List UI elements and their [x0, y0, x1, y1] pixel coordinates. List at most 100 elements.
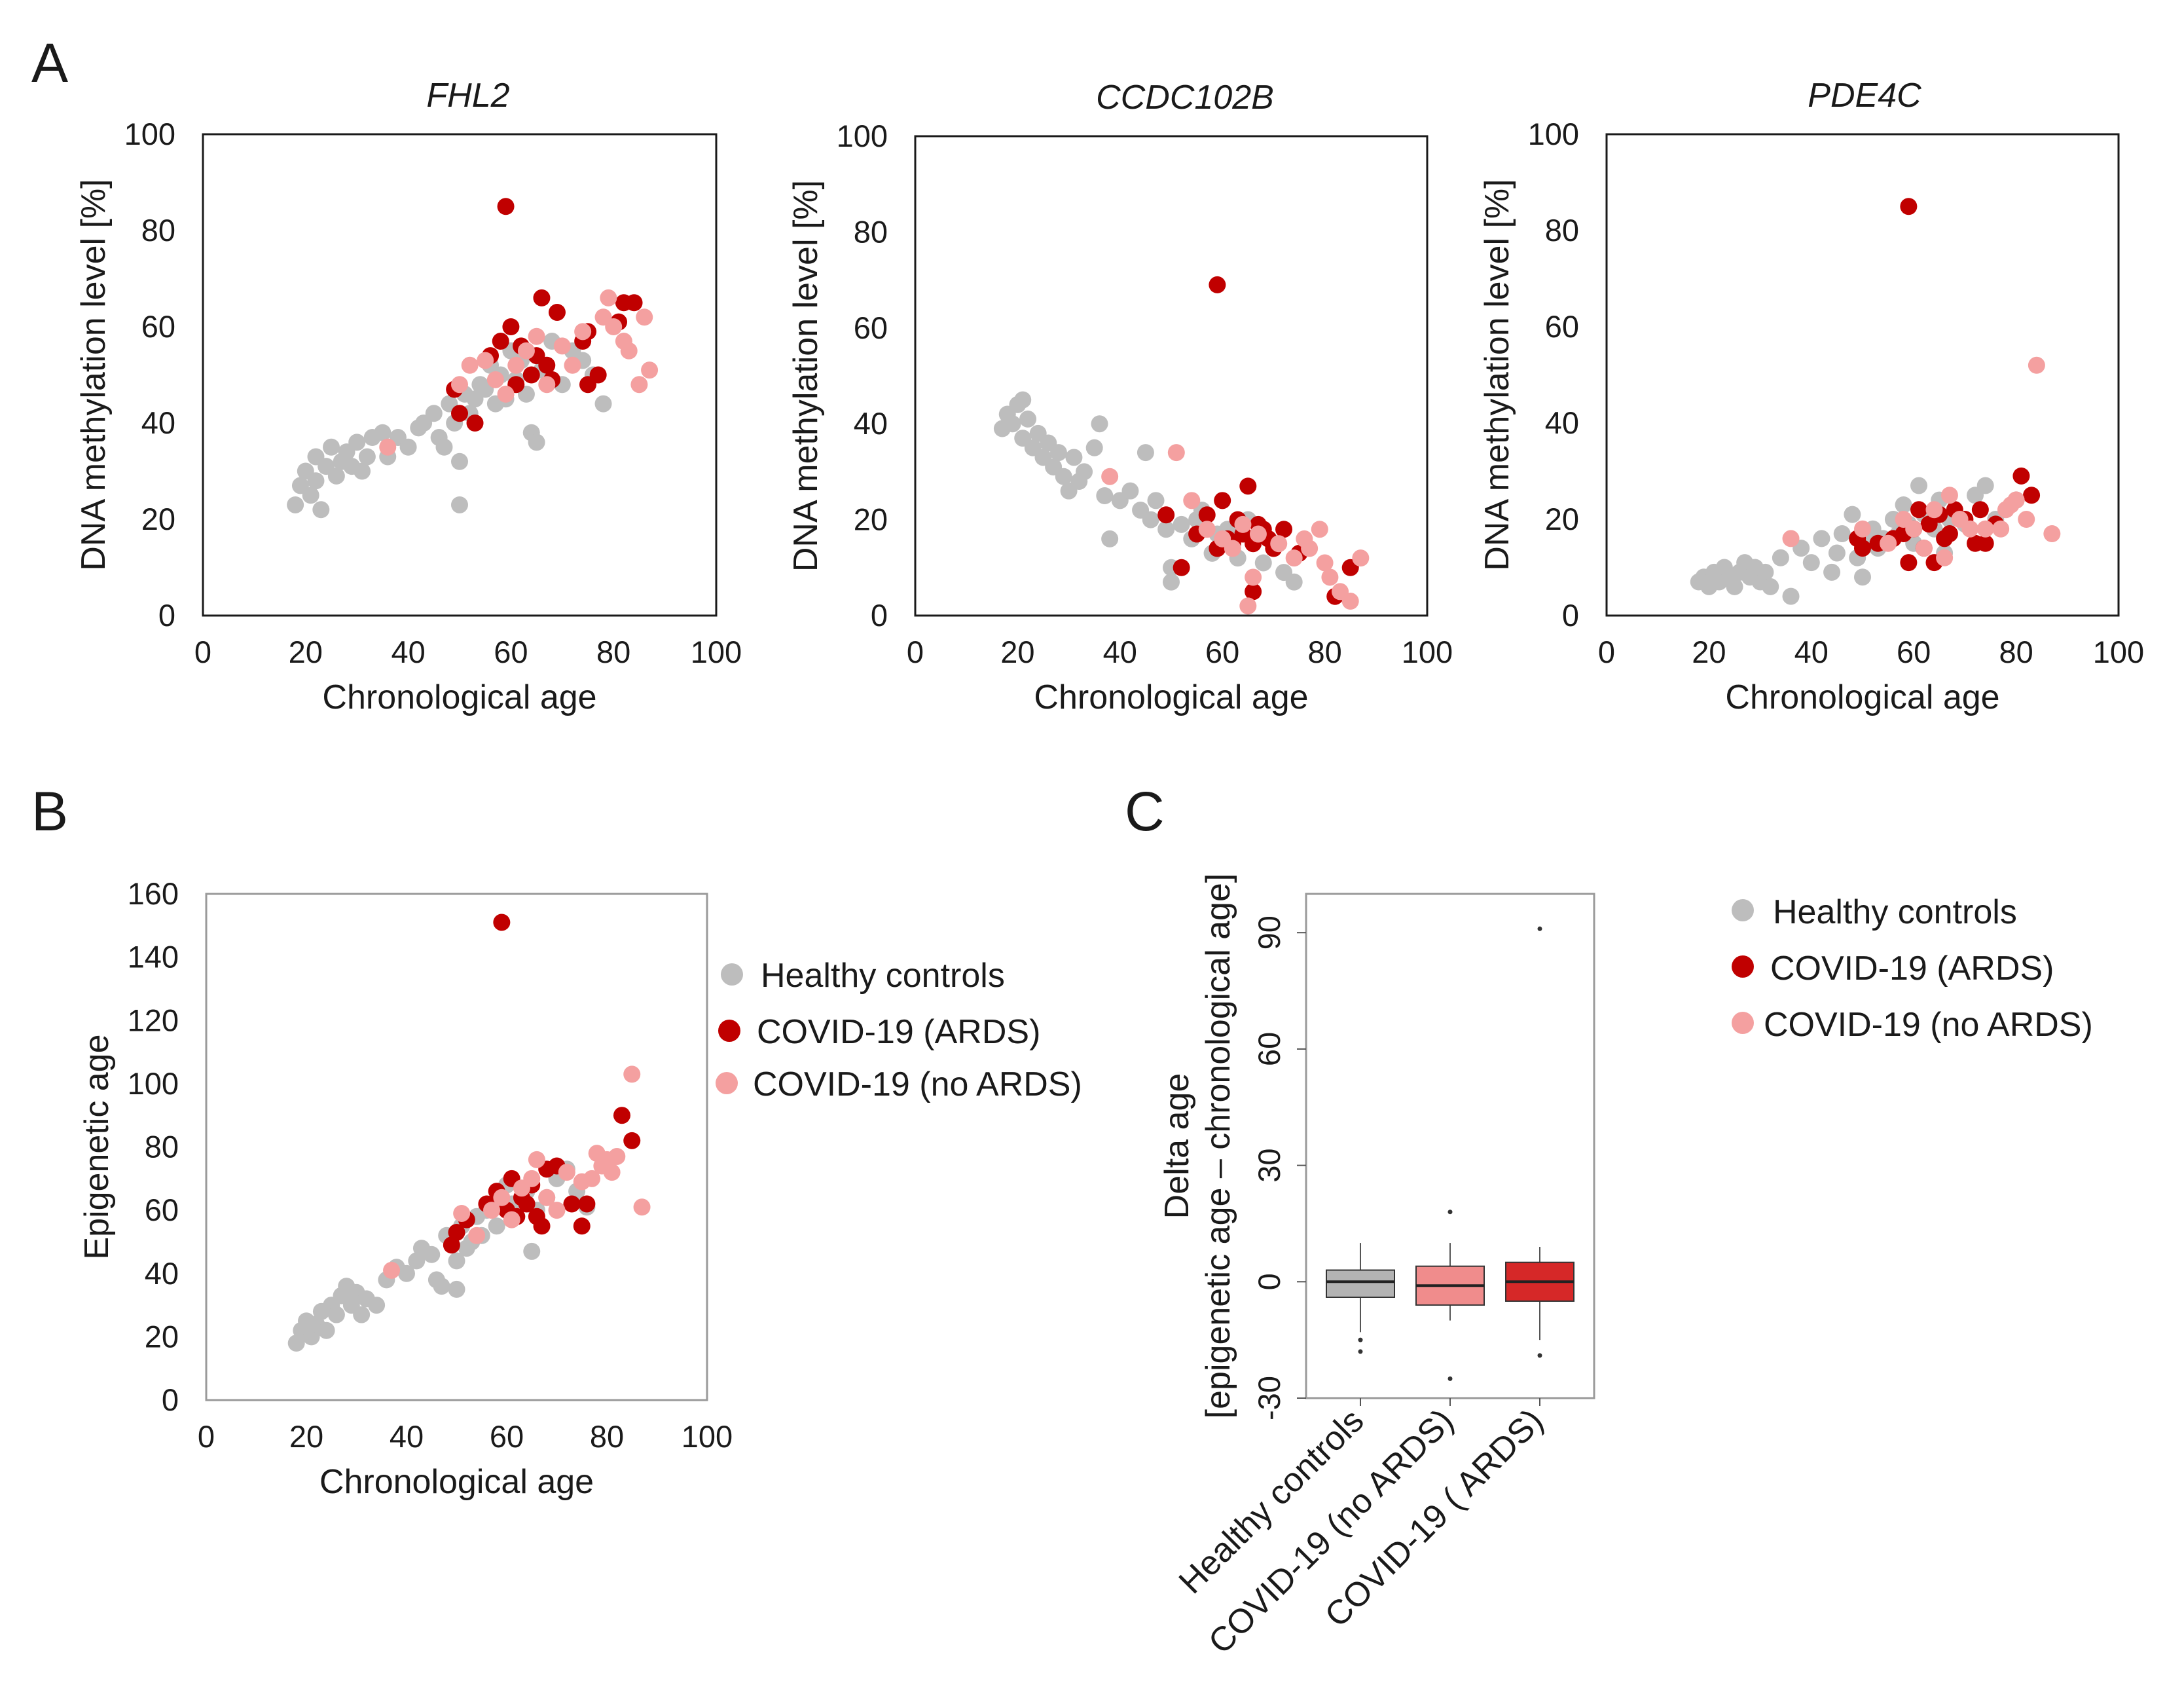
- pde4c-point-healthy-controls: [1782, 587, 1800, 605]
- epigenetic-y-tick-label: 40: [145, 1256, 179, 1291]
- epigenetic-point-healthy-controls: [523, 1242, 541, 1260]
- fhl2-point-covid-19-no-ards: [477, 352, 494, 369]
- ccdc102b-point-covid-19-no-ards: [1183, 492, 1201, 509]
- fhl2-y-tick-label: 0: [158, 598, 175, 633]
- fhl2-point-healthy-controls: [327, 467, 345, 485]
- fhl2-x-tick-label: 40: [391, 635, 425, 669]
- epigenetic-x-tick-label: 80: [590, 1419, 624, 1454]
- epigenetic-point-covid-19-no-ards: [603, 1164, 621, 1181]
- ccdc102b-point-healthy-controls: [1173, 515, 1190, 533]
- pde4c-y-tick-label: 0: [1562, 598, 1579, 633]
- legend-c: Healthy controls COVID-19 (ARDS) COVID-1…: [1732, 893, 2093, 1044]
- pde4c-point-healthy-controls: [1756, 563, 1774, 581]
- ccdc102b-y-tick-label: 20: [854, 502, 888, 537]
- delta-y-axis-label-line1: Delta age: [1158, 1073, 1196, 1219]
- fhl2-point-healthy-controls: [435, 438, 453, 456]
- fhl2-x-tick-label: 100: [691, 635, 742, 669]
- pde4c-point-covid-19-no-ards: [1854, 520, 1871, 538]
- chart-epigenetic-age: 0 20 40 60 80 100 0 20 40 60 80 100 120 140 160 Chronol…: [78, 876, 733, 1501]
- epigenetic-point-covid-19-ards: [563, 1195, 581, 1213]
- fhl2-point-covid-19-no-ards: [461, 356, 479, 374]
- epigenetic-point-covid-19-no-ards: [493, 1189, 511, 1206]
- epigenetic-point-covid-19-no-ards: [608, 1147, 626, 1165]
- pde4c-y-tick-label: 20: [1545, 502, 1579, 536]
- fhl2-point-covid-19-no-ards: [497, 385, 515, 403]
- chart-ccdc102b: CCDC102B 0 20 40 60 80 100 0 20 40 60 80 100 Chronolo…: [787, 79, 1453, 716]
- legend-b-marker-no-ards: [716, 1072, 738, 1094]
- ccdc102b-point-healthy-controls: [1096, 487, 1114, 504]
- fhl2-point-healthy-controls: [302, 487, 319, 504]
- fhl2-point-covid-19-no-ards: [605, 318, 623, 335]
- epigenetic-point-healthy-controls: [448, 1280, 465, 1298]
- pde4c-point-covid-19-no-ards: [1782, 530, 1800, 547]
- pde4c-point-healthy-controls: [1833, 525, 1851, 543]
- epigenetic-point-covid-19-no-ards: [503, 1211, 520, 1229]
- epigenetic-y-tick-label: 0: [162, 1382, 179, 1417]
- epigenetic-series-covid-19-no-ards: [383, 1065, 651, 1279]
- epigenetic-point-healthy-controls: [327, 1306, 345, 1323]
- pde4c-point-covid-19-no-ards: [1925, 501, 1943, 519]
- pde4c-point-healthy-controls: [1976, 477, 1994, 494]
- ccdc102b-y-tick-label: 0: [871, 598, 888, 633]
- epigenetic-point-covid-19-no-ards: [633, 1198, 651, 1216]
- epigenetic-point-healthy-controls: [448, 1252, 465, 1270]
- epigenetic-point-covid-19-ards: [448, 1223, 465, 1241]
- fhl2-point-healthy-controls: [425, 405, 443, 422]
- epigenetic-point-covid-19-ards: [493, 914, 511, 931]
- fhl2-x-tick-label: 80: [596, 635, 630, 669]
- fhl2-point-covid-19-no-ards: [379, 438, 397, 456]
- epigenetic-y-tick-label: 80: [145, 1130, 179, 1164]
- fhl2-point-healthy-controls: [399, 438, 417, 456]
- epigenetic-point-healthy-controls: [398, 1265, 415, 1282]
- fhl2-point-healthy-controls: [528, 434, 545, 451]
- fhl2-point-covid-19-ards: [625, 294, 643, 312]
- ccdc102b-point-covid-19-no-ards: [1321, 568, 1339, 586]
- epigenetic-point-covid-19-no-ards: [468, 1227, 486, 1244]
- fhl2-point-healthy-controls: [348, 434, 366, 451]
- pde4c-series-covid-19-no-ards: [1782, 356, 2061, 566]
- epigenetic-point-covid-19-no-ards: [558, 1164, 575, 1181]
- pde4c-y-tick-label: 60: [1545, 309, 1579, 344]
- pde4c-x-tick-label: 40: [1794, 635, 1829, 669]
- pde4c-point-covid-19-no-ards: [2018, 511, 2035, 528]
- epigenetic-point-covid-19-no-ards: [383, 1261, 401, 1279]
- fhl2-point-covid-19-ards: [522, 366, 540, 384]
- epigenetic-point-covid-19-no-ards: [583, 1170, 601, 1187]
- ccdc102b-point-covid-19-ards: [1245, 583, 1262, 601]
- pde4c-point-covid-19-ards: [1971, 501, 1989, 519]
- pde4c-y-tick-label: 100: [1528, 117, 1579, 151]
- ccdc102b-point-healthy-controls: [1137, 444, 1154, 462]
- pde4c-point-covid-19-no-ards: [1992, 520, 2010, 538]
- epigenetic-point-healthy-controls: [423, 1246, 441, 1263]
- ccdc102b-point-covid-19-ards: [1209, 276, 1226, 293]
- epigenetic-point-covid-19-no-ards: [623, 1065, 641, 1083]
- fhl2-point-covid-19-ards: [538, 356, 556, 374]
- pde4c-x-tick-label: 20: [1692, 635, 1726, 669]
- delta-box-body: [1326, 1269, 1395, 1298]
- pde4c-point-covid-19-no-ards: [1905, 520, 1923, 538]
- fhl2-series-covid-19-no-ards: [379, 289, 659, 456]
- delta-plot-frame: [1305, 893, 1595, 1399]
- fhl2-point-covid-19-no-ards: [538, 376, 556, 394]
- epigenetic-y-tick-label: 60: [145, 1192, 179, 1227]
- fhl2-plot-frame: [202, 133, 718, 617]
- pde4c-point-covid-19-ards: [2023, 487, 2041, 504]
- pde4c-point-covid-19-no-ards: [1976, 520, 1994, 538]
- ccdc102b-point-healthy-controls: [1004, 415, 1021, 433]
- ccdc102b-point-covid-19-no-ards: [1224, 540, 1241, 557]
- epigenetic-point-healthy-controls: [433, 1278, 450, 1295]
- ccdc102b-point-healthy-controls: [1101, 530, 1119, 547]
- ccdc102b-plot-frame: [914, 135, 1429, 617]
- pde4c-point-covid-19-ards: [1900, 198, 1918, 215]
- pde4c-point-covid-19-no-ards: [2007, 491, 2025, 509]
- ccdc102b-point-covid-19-ards: [1157, 506, 1175, 524]
- epigenetic-point-covid-19-no-ards: [528, 1151, 545, 1168]
- chart-fhl2: FHL2 0 20 40 60 80 100 0 20 40 60 80 100 Chronologica…: [75, 77, 742, 716]
- fhl2-point-covid-19-ards: [466, 415, 484, 432]
- panel-letter-b: B: [31, 781, 68, 842]
- fhl2-point-covid-19-no-ards: [553, 337, 571, 355]
- ccdc102b-point-covid-19-no-ards: [1167, 444, 1185, 462]
- pde4c-point-covid-19-no-ards: [1915, 540, 1933, 557]
- fhl2-x-tick-label: 0: [194, 635, 211, 669]
- pde4c-point-healthy-controls: [1802, 554, 1820, 572]
